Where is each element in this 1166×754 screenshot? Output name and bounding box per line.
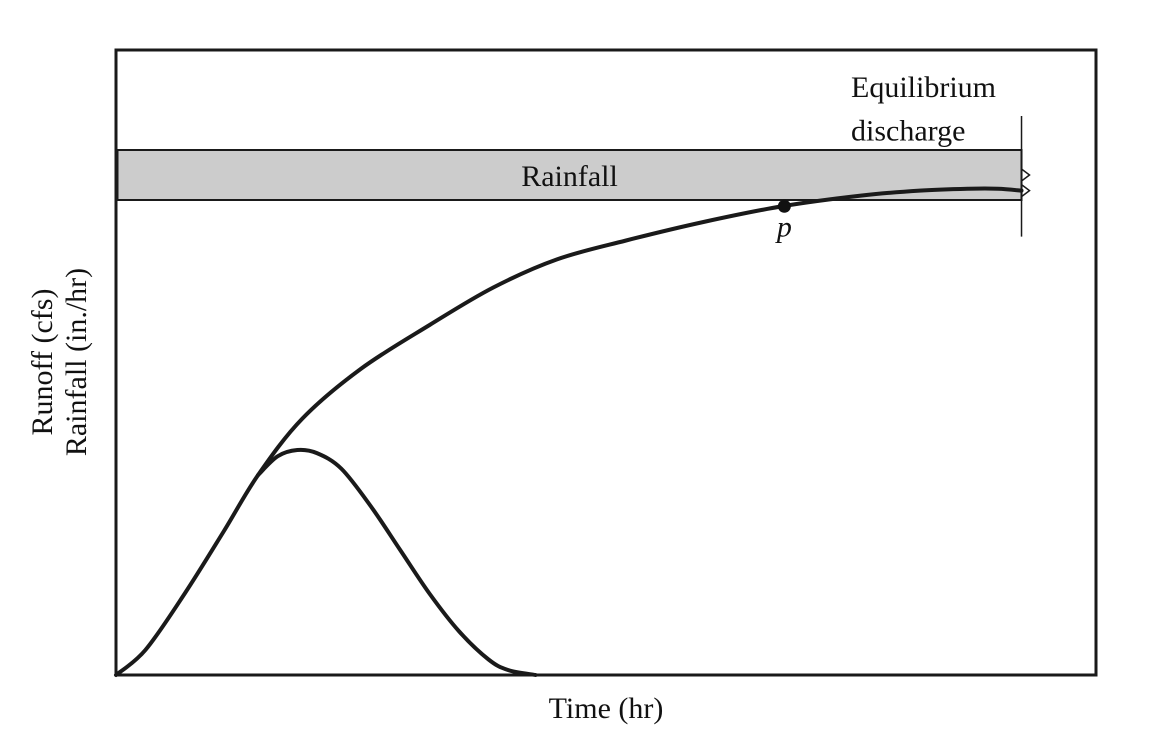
y-axis-label-runoff: Runoff (cfs)	[26, 289, 59, 436]
point-p-marker	[777, 199, 791, 213]
annotation-equilibrium: Equilibrium	[851, 71, 996, 104]
equilibrium-hydrograph-line	[114, 186, 1024, 677]
point-p-label: p	[775, 210, 792, 243]
rainfall-band-label: Rainfall	[521, 160, 618, 193]
x-axis-label: Time (hr)	[549, 692, 664, 725]
annotation-discharge: discharge	[851, 115, 965, 148]
plot-frame	[114, 48, 1098, 677]
rainfall-band	[116, 149, 1023, 201]
y-axis-label-rainfall: Rainfall (in./hr)	[60, 268, 93, 456]
partial-hydrograph-line	[256, 447, 538, 677]
discharge-break-marker	[1020, 150, 1031, 237]
